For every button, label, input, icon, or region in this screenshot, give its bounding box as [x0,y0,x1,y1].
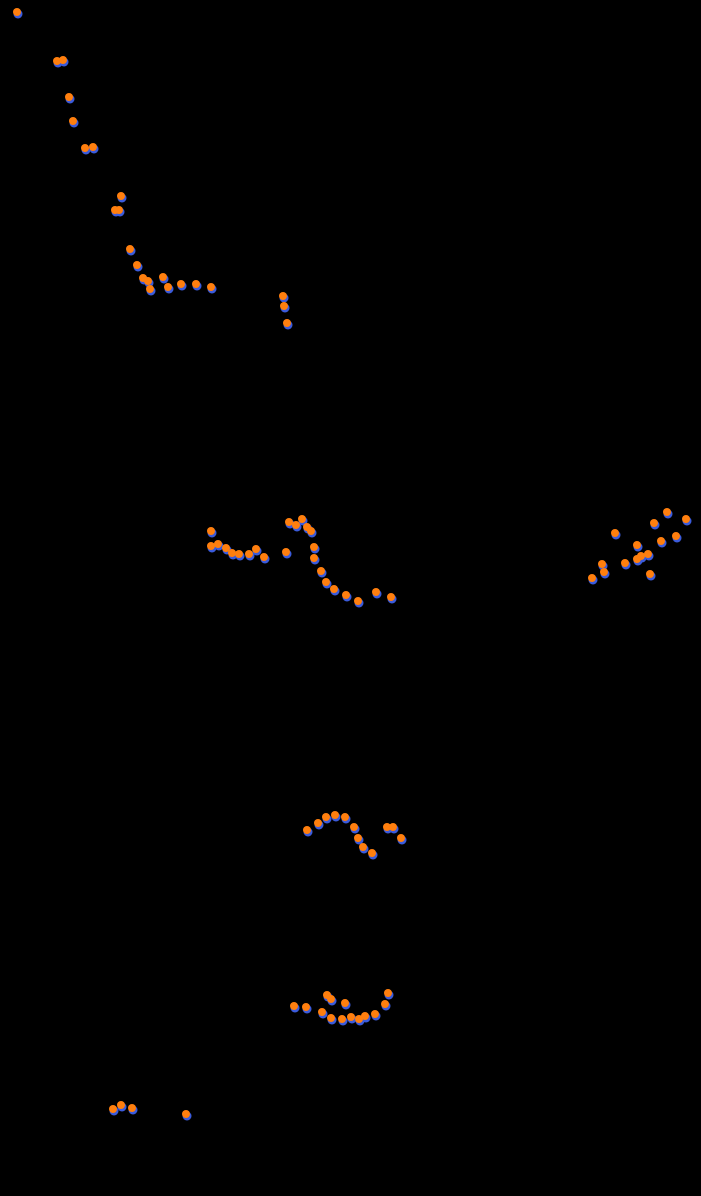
scatter-point-front [387,593,395,601]
scatter-point-front [323,991,331,999]
scatter-point-front [600,568,608,576]
scatter-point-front [282,548,290,556]
scatter-point-front [672,532,680,540]
scatter-point-front [159,273,167,281]
scatter-point-front [283,319,291,327]
scatter-point-front [663,508,671,516]
scatter-point-front [317,567,325,575]
scatter-point-front [588,574,596,582]
scatter-point-front [177,280,185,288]
scatter-point-front [371,1010,379,1018]
scatter-point-front [126,245,134,253]
scatter-point-front [347,1013,355,1021]
scatter-point-front [164,283,172,291]
scatter-point-front [350,823,358,831]
scatter-point-front [303,826,311,834]
scatter-point-front [621,559,629,567]
scatter-point-front [69,117,77,125]
scatter-point-front [338,1015,346,1023]
scatter-point-front [307,527,315,535]
scatter-point-front [252,545,260,553]
scatter-point-front [611,529,619,537]
scatter-point-front [381,1000,389,1008]
scatter-point-front [109,1105,117,1113]
scatter-point-front [280,302,288,310]
scatter-point-front [322,813,330,821]
scatter-point-front [310,543,318,551]
scatter-point-front [368,849,376,857]
scatter-point-front [359,843,367,851]
scatter-point-front [598,560,606,568]
scatter-point-front [117,192,125,200]
scatter-point-front [354,834,362,842]
scatter-point-front [192,280,200,288]
scatter-point-front [361,1012,369,1020]
scatter-point-front [342,591,350,599]
scatter-point-front [341,999,349,1007]
scatter-point-front [302,1003,310,1011]
scatter-point-front [389,823,397,831]
scatter-point-front [341,813,349,821]
scatter-point-front [650,519,658,527]
scatter-point-front [330,585,338,593]
scatter-point-front [182,1110,190,1118]
scatter-point-front [310,554,318,562]
scatter-point-front [13,8,21,16]
scatter-point-front [235,550,243,558]
scatter-point-front [133,261,141,269]
scatter-point-front [207,283,215,291]
scatter-point-front [81,144,89,152]
scatter-point-front [59,56,67,64]
scatter-point-front [633,541,641,549]
scatter-point-front [89,143,97,151]
scatter-point-front [128,1104,136,1112]
scatter-point-front [397,834,405,842]
scatter-point-front [207,527,215,535]
scatter-point-front [331,811,339,819]
scatter-point-front [214,540,222,548]
scatter-point-front [144,277,152,285]
scatter-point-front [314,819,322,827]
scatter-point-front [260,553,268,561]
scatter-point-front [644,550,652,558]
scatter-point-front [290,1002,298,1010]
scatter-canvas [0,0,701,1196]
scatter-point-front [318,1008,326,1016]
scatter-point-front [279,292,287,300]
scatter-point-front [298,515,306,523]
scatter-point-front [115,206,123,214]
scatter-point-front [646,570,654,578]
scatter-point-front [322,578,330,586]
scatter-point-front [65,93,73,101]
scatter-point-front [354,597,362,605]
scatter-point-front [146,285,154,293]
scatter-point-front [657,537,665,545]
scatter-point-front [372,588,380,596]
scatter-point-front [384,989,392,997]
scatter-point-front [327,1014,335,1022]
scatter-point-front [682,515,690,523]
scatter-point-front [117,1101,125,1109]
